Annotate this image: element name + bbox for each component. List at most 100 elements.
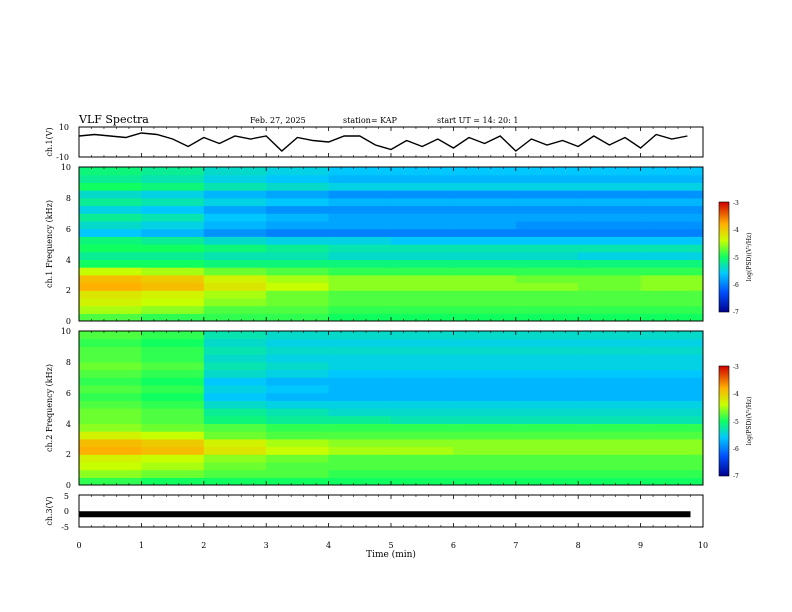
ch2-spectrogram-cell bbox=[515, 354, 579, 363]
ch2-spectrogram-cell bbox=[515, 454, 579, 463]
ch1-cbar-tick-minus5: -5 bbox=[733, 255, 739, 262]
ch2-spectrogram-cell bbox=[391, 338, 454, 347]
ch2-spectrogram-cell bbox=[578, 423, 642, 432]
ch1-freq-tick-8: 8 bbox=[66, 194, 71, 203]
ch1-spectrogram-cell bbox=[640, 297, 703, 307]
ch1-spectrogram-cell bbox=[515, 297, 579, 307]
ch1-spectrogram-cell bbox=[79, 251, 142, 260]
ch1-spectrogram-cell bbox=[391, 259, 454, 268]
ch2-spectrogram-cell bbox=[328, 477, 392, 485]
ch2-spectrogram-cell bbox=[391, 446, 454, 455]
ch1-spectrogram-cell bbox=[453, 251, 517, 260]
ch2-spectrogram-cell bbox=[515, 377, 579, 386]
station-label: station= KAP bbox=[343, 116, 398, 125]
ch1-spectrogram-cell bbox=[328, 267, 392, 276]
ch2-spectrogram-cell bbox=[515, 346, 579, 355]
ch2-spectrogram-cell bbox=[266, 477, 330, 485]
ch1-spectrogram-cell bbox=[453, 167, 517, 176]
ch2-spectrogram-cell bbox=[640, 423, 703, 432]
ch1-spectrogram-cell bbox=[328, 251, 392, 260]
ch2-spectrogram-cell bbox=[640, 477, 703, 485]
ch1-spectrogram-cell bbox=[640, 282, 703, 291]
ch1-spectrogram-cell bbox=[515, 167, 579, 176]
ch2-spectrogram-cell bbox=[328, 400, 392, 409]
ch2-spectrogram-cell bbox=[453, 346, 517, 355]
ch1-cbar-tick-minus7: -7 bbox=[733, 309, 739, 316]
ch1-spectrogram-cell bbox=[328, 313, 392, 321]
ch1-spectrogram-cell bbox=[515, 236, 579, 245]
ch2-spectrogram-cell bbox=[79, 415, 142, 424]
ch2-spectrogram-cell bbox=[391, 331, 454, 340]
ch1-freq-tick-0: 0 bbox=[66, 317, 71, 326]
ch2-spectrogram-cell bbox=[266, 361, 330, 371]
ch2-spectrogram-cell bbox=[515, 400, 579, 409]
ch3-ytick-0: 0 bbox=[64, 507, 69, 516]
ch2-spectrogram-cell bbox=[328, 431, 392, 440]
ch2-spectrogram-cell bbox=[453, 446, 517, 455]
ch2-spectrogram-cell bbox=[328, 438, 392, 448]
ch2-spectrogram-cell bbox=[453, 354, 517, 363]
ch2-spectrogram-cell bbox=[79, 346, 142, 355]
time-tick-label: 9 bbox=[638, 541, 643, 550]
ch1-spectrogram-cell bbox=[203, 190, 267, 199]
ch2-spectrogram-cell bbox=[640, 354, 703, 363]
ch2-spectrogram-cell bbox=[391, 431, 454, 440]
ch1-spectrogram-cell bbox=[640, 274, 703, 284]
ch1-spectrogram-cell bbox=[141, 190, 205, 199]
ch2-spectrogram-cell bbox=[640, 454, 703, 463]
ch1-spectrogram-cell bbox=[578, 182, 642, 191]
ch1-spectrogram-cell bbox=[391, 174, 454, 183]
ch2-spectrogram-cell bbox=[453, 431, 517, 440]
ch2-spectrogram-cell bbox=[203, 431, 267, 440]
ch2-spectrogram-cell bbox=[328, 369, 392, 378]
ch2-spectrogram-cell bbox=[328, 408, 392, 417]
ch1-spectrogram-cell bbox=[640, 190, 703, 199]
ch2-spectrogram-cell bbox=[578, 354, 642, 363]
ch2-spectrogram-cell bbox=[453, 408, 517, 417]
ch2-spectrogram-cell bbox=[203, 477, 267, 485]
ch1-spectrogram-cell bbox=[141, 282, 205, 291]
ch3-ytick-5: 5 bbox=[64, 492, 69, 501]
ch2-spectrogram-cell bbox=[141, 408, 205, 417]
ch2-spectrogram-cell bbox=[266, 331, 330, 340]
ch2-spectrogram-cell bbox=[640, 384, 703, 394]
ch2-spectrogram-cell bbox=[328, 469, 392, 478]
ch1-spectrogram-cell bbox=[578, 282, 642, 291]
ch3-ylabel: ch.3(V) bbox=[45, 496, 54, 525]
ch2-spectrogram-cell bbox=[328, 346, 392, 355]
ch1-spectrogram-cell bbox=[141, 236, 205, 245]
ch1-spectrogram-cell bbox=[79, 297, 142, 307]
ch1-spectrogram-cell bbox=[515, 274, 579, 284]
ch2-spectrogram-cell bbox=[453, 415, 517, 424]
ch2-spectrogram-cell bbox=[79, 438, 142, 448]
ch1-spectrogram-cell bbox=[391, 244, 454, 253]
ch1-spectrogram-cell bbox=[453, 174, 517, 183]
ch2-spectrogram-cell bbox=[578, 346, 642, 355]
ch1-spectrogram-cell bbox=[515, 190, 579, 199]
ch2-spectrogram-cell bbox=[266, 338, 330, 347]
ch2-spectrogram-cell bbox=[578, 431, 642, 440]
ch2-spectrogram-cell bbox=[79, 400, 142, 409]
time-tick-label: 0 bbox=[76, 541, 81, 550]
ch1-spectrogram-cell bbox=[79, 220, 142, 230]
ch1-spectrogram-cell bbox=[203, 282, 267, 291]
time-tick-label: 4 bbox=[326, 541, 331, 550]
ch1-spectrogram-cell bbox=[141, 205, 205, 214]
start-ut-label: start UT = 14: 20: 1 bbox=[437, 116, 518, 125]
ch1-spectrogram-cell bbox=[391, 236, 454, 245]
ch1-spectrogram-cell bbox=[328, 205, 392, 214]
ch1-spectrogram-cell bbox=[266, 167, 330, 176]
ch2-spectrogram-panel: 10 8 6 4 2 0 ch.2 Frequency (kHz) bbox=[45, 327, 704, 490]
ch1-spectrogram-cell bbox=[203, 236, 267, 245]
ch2-spectrogram-cell bbox=[141, 423, 205, 432]
ch1-spectrogram-cell bbox=[141, 197, 205, 207]
ch1-spectrogram-cell bbox=[141, 244, 205, 253]
ch2-spectrogram-cell bbox=[391, 400, 454, 409]
ch2-spectrogram-cell bbox=[79, 423, 142, 432]
ch2-spectrogram-cell bbox=[203, 423, 267, 432]
ch2-spectrogram-cell bbox=[266, 454, 330, 463]
ch1-spectrogram-cell bbox=[453, 267, 517, 276]
ch3-waveform-frame bbox=[78, 494, 704, 528]
ch2-spectrogram-cell bbox=[515, 384, 579, 394]
ch1-spectrogram-cell bbox=[391, 167, 454, 176]
